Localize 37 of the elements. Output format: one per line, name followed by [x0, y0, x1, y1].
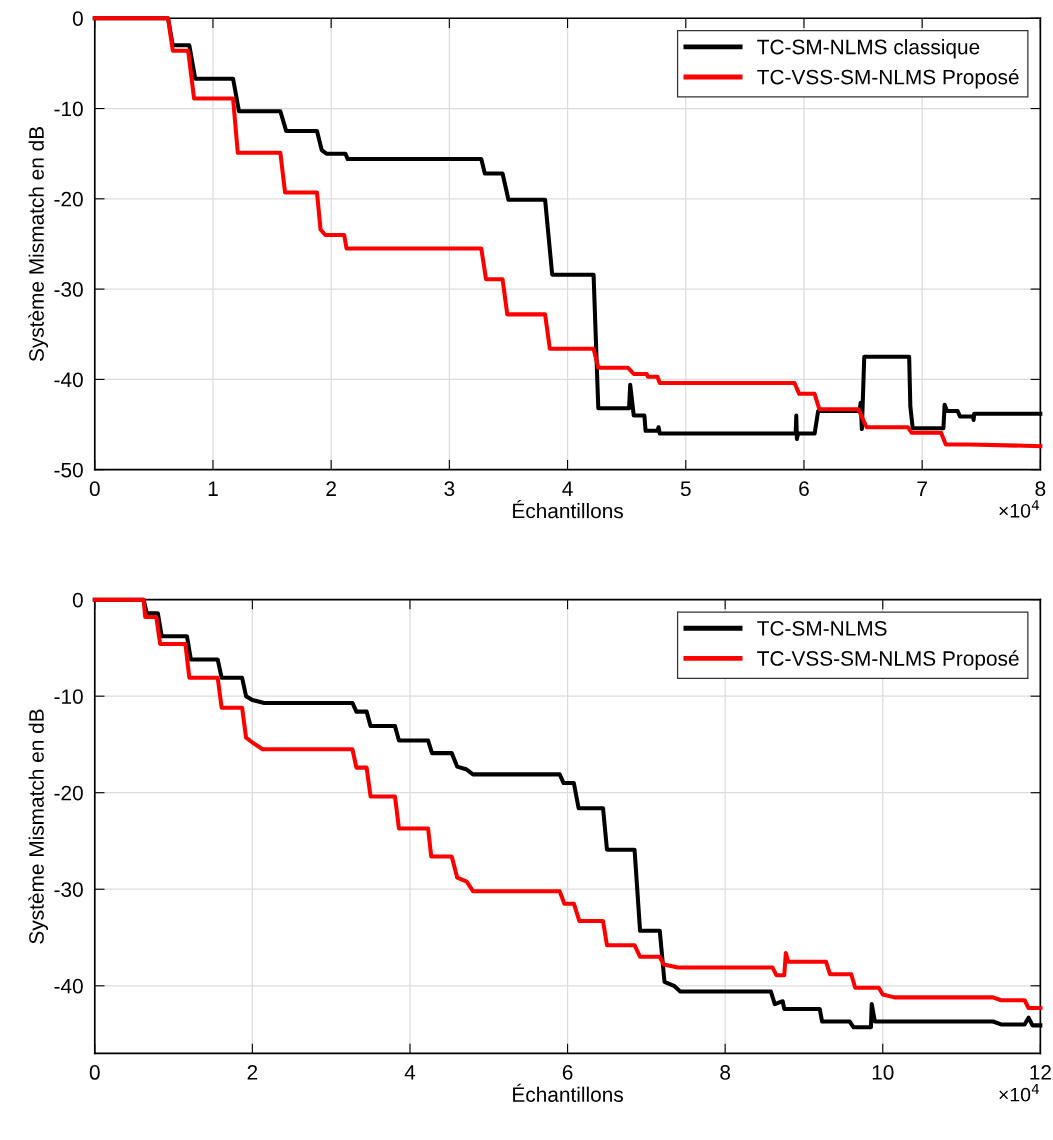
legend-label: TC-VSS-SM-NLMS Proposé	[757, 68, 1019, 89]
y-tick-label: -40	[54, 372, 83, 388]
x-tick-label: 6	[799, 481, 809, 497]
x-tick-label: 2	[247, 1065, 258, 1080]
x-tick-label: 2	[326, 481, 336, 496]
x-tick-label: 6	[562, 1065, 573, 1080]
x-tick-label: 3	[444, 481, 455, 497]
y-tick-label: -10	[54, 689, 83, 704]
x-tick-label: 5	[680, 481, 691, 497]
y-axis-title: Système Mismatch en dB	[28, 126, 48, 362]
y-tick-label: 0	[72, 11, 83, 26]
y-tick-label: -20	[54, 191, 83, 207]
text: ×10$^{4}$	[999, 500, 1040, 518]
y-tick-label: -40	[54, 978, 83, 994]
x-tick-label: 4	[404, 1065, 416, 1080]
x-tick-label: 0	[89, 481, 100, 497]
y-tick-label: -30	[54, 282, 83, 297]
x-tick-label: 7	[917, 481, 927, 496]
y-tick-label: -10	[54, 101, 83, 117]
x-tick-label: 8	[720, 1065, 731, 1080]
x-tick-label: 1	[208, 481, 218, 496]
y-tick-label: 0	[72, 592, 83, 608]
x-tick-label: 0	[89, 1065, 100, 1080]
legend-label: TC-SM-NLMS classique	[757, 39, 980, 59]
x-axis-title: Échantillons	[513, 500, 623, 519]
text: ×10$^{4}$	[999, 1083, 1040, 1102]
x-tick-label: 10	[872, 1065, 894, 1080]
legend-label: TC-VSS-SM-NLMS Proposé	[757, 650, 1019, 670]
y-tick-label: -20	[54, 785, 83, 801]
y-tick-label: -50	[54, 462, 83, 478]
x-tick-label: 4	[562, 481, 573, 496]
y-axis-title: Système Mismatch en dB	[28, 709, 48, 944]
legend-label: TC-SM-NLMS	[757, 621, 887, 636]
y-tick-label: -30	[54, 882, 83, 897]
x-tick-label: 8	[1035, 481, 1046, 497]
x-axis-title: Échantillons	[513, 1083, 623, 1102]
x-tick-label: 12	[1030, 1065, 1051, 1080]
